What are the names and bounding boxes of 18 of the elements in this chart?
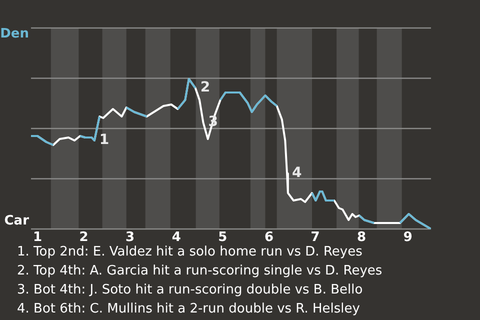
x-tick-label: 8 xyxy=(357,230,366,246)
annotation: 1 xyxy=(99,132,110,148)
x-tick-label: 2 xyxy=(79,230,88,246)
text: 2. Top 4th: A. Garcia hit a run-scoring single vs D. Reyes xyxy=(17,263,382,278)
x-tick-label: 3 xyxy=(126,230,135,246)
x-tick-label: 7 xyxy=(310,230,320,246)
ref-line-label: Den xyxy=(0,26,29,42)
text: 4. Bot 6th: C. Mullins hit a 2-run double vs R. Helsley xyxy=(17,301,360,316)
x-tick-label: 1 xyxy=(32,230,42,246)
annotation: 4 xyxy=(292,165,302,182)
text: 3. Bot 4th: J. Soto hit a run-scoring double vs B. Bello xyxy=(17,282,363,298)
x-tick-label: 9 xyxy=(403,230,412,246)
annotation: 2 xyxy=(200,80,210,96)
x-tick-label: 6 xyxy=(264,230,274,246)
x-tick-label: 5 xyxy=(218,230,228,246)
x-tick-label: 4 xyxy=(172,230,181,246)
ref-line-label: Car xyxy=(4,213,30,228)
text: 1. Top 2nd: E. Valdez hit a solo home run vs D. Reyes xyxy=(17,244,363,260)
